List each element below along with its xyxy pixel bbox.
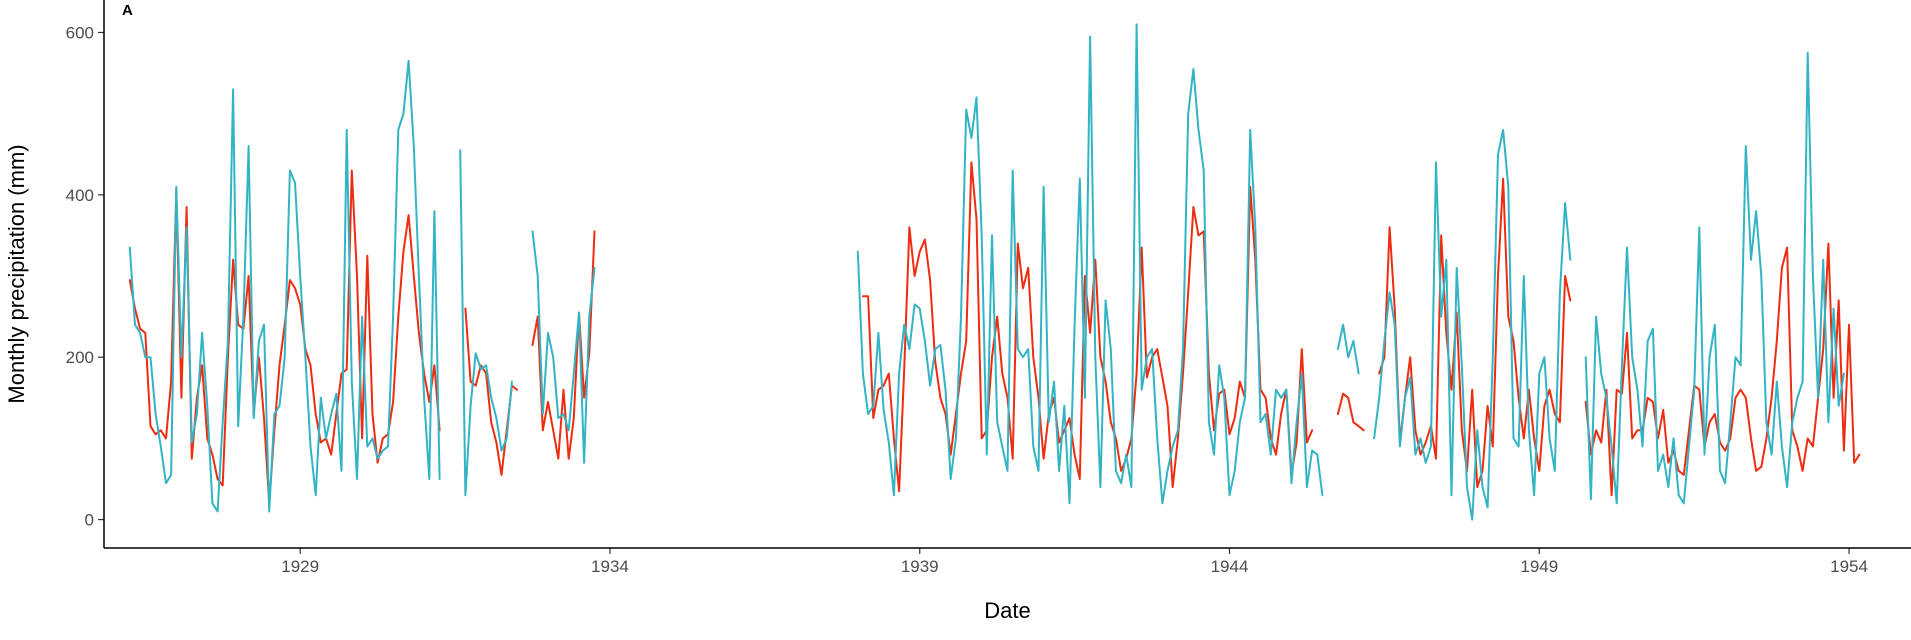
x-tick-label: 1939 bbox=[901, 557, 939, 576]
x-tick-label: 1944 bbox=[1211, 557, 1249, 576]
series-line-segment bbox=[861, 161, 1314, 493]
series-line-segment bbox=[1336, 392, 1365, 432]
y-axis-ticks: 0 200 400 600 bbox=[66, 23, 104, 530]
series-1 bbox=[128, 161, 1861, 505]
y-axis-title: Monthly precipitation (mm) bbox=[4, 144, 29, 403]
series-line-segment bbox=[1584, 242, 1861, 497]
series-line-segment bbox=[531, 230, 596, 460]
x-tick-label: 1934 bbox=[591, 557, 629, 576]
x-tick-label: 1954 bbox=[1830, 557, 1868, 576]
x-axis-title: Date bbox=[984, 598, 1030, 623]
series-line-segment bbox=[531, 230, 596, 464]
series-line-segment bbox=[459, 149, 513, 497]
series-layer bbox=[128, 23, 1861, 521]
series-line-segment bbox=[1378, 177, 1572, 489]
y-tick-label: 400 bbox=[66, 186, 94, 205]
series-line-segment bbox=[128, 59, 441, 513]
y-tick-label: 0 bbox=[85, 511, 94, 530]
y-tick-label: 200 bbox=[66, 348, 94, 367]
y-tick-label: 600 bbox=[66, 23, 94, 42]
x-tick-label: 1949 bbox=[1520, 557, 1558, 576]
series-line-segment bbox=[1336, 323, 1360, 375]
series-line-segment bbox=[1584, 51, 1845, 505]
panel-label: A bbox=[122, 2, 133, 19]
series-line-segment bbox=[1373, 128, 1572, 521]
x-axis-ticks: 1929 1934 1939 1944 1949 1954 bbox=[281, 548, 1868, 576]
series-line-segment bbox=[856, 23, 1324, 505]
x-tick-label: 1929 bbox=[281, 557, 319, 576]
series-2 bbox=[128, 23, 1845, 521]
